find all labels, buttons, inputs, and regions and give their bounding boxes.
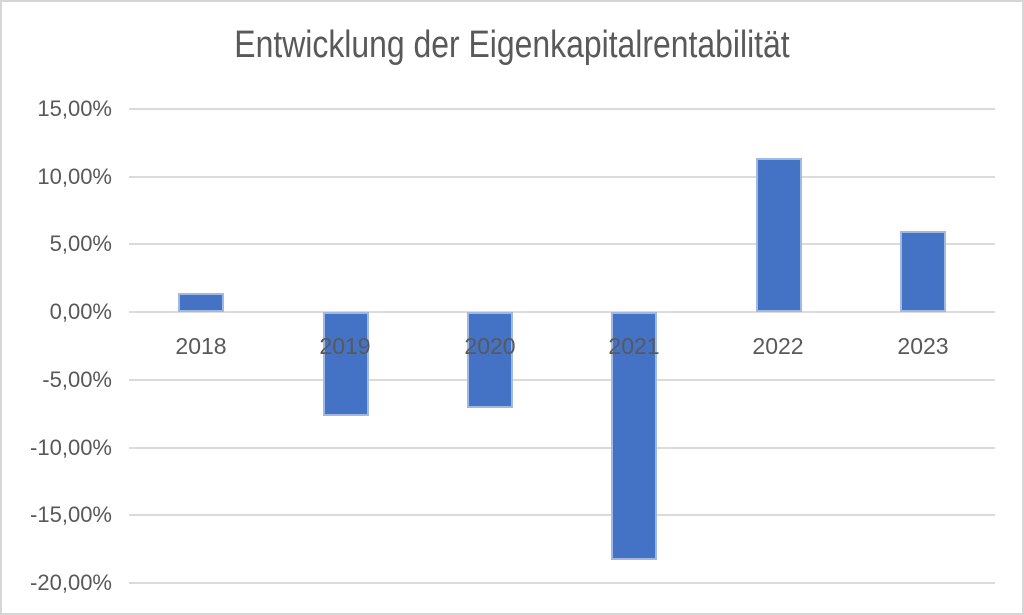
y-tick-label-10: 10,00% — [37, 164, 112, 189]
axis-line-zero — [129, 311, 995, 313]
y-tick-label-0: 0,00% — [49, 299, 112, 324]
x-tick-label-2020: 2020 — [464, 333, 516, 359]
y-tick-label--10: -10,00% — [30, 435, 112, 460]
bar-2019 — [323, 312, 369, 416]
gridline-10 — [129, 176, 995, 178]
gridline--15 — [129, 514, 995, 516]
bar-2023 — [900, 231, 946, 312]
gridline-5 — [129, 243, 995, 245]
x-tick-label-2021: 2021 — [608, 333, 660, 359]
bar-2021 — [611, 312, 657, 560]
y-tick-label--5: -5,00% — [42, 367, 112, 392]
y-tick-label--20: -20,00% — [30, 570, 112, 595]
x-tick-label-2019: 2019 — [319, 333, 371, 359]
bar-2022 — [756, 158, 802, 312]
gridline--5 — [129, 379, 995, 381]
gridline--20 — [129, 582, 995, 584]
gridline-15 — [129, 108, 995, 110]
bar-2020 — [467, 312, 513, 408]
x-tick-label-2018: 2018 — [175, 333, 227, 359]
y-tick-label-15: 15,00% — [37, 96, 112, 121]
chart-title: Entwicklung der Eigenkapitalrentabilität — [234, 24, 790, 66]
y-tick-label--15: -15,00% — [30, 502, 112, 527]
x-tick-label-2023: 2023 — [897, 333, 949, 359]
x-tick-label-2022: 2022 — [752, 333, 804, 359]
gridline--10 — [129, 447, 995, 449]
bar-2018 — [178, 293, 224, 312]
y-tick-label-5: 5,00% — [49, 231, 112, 256]
